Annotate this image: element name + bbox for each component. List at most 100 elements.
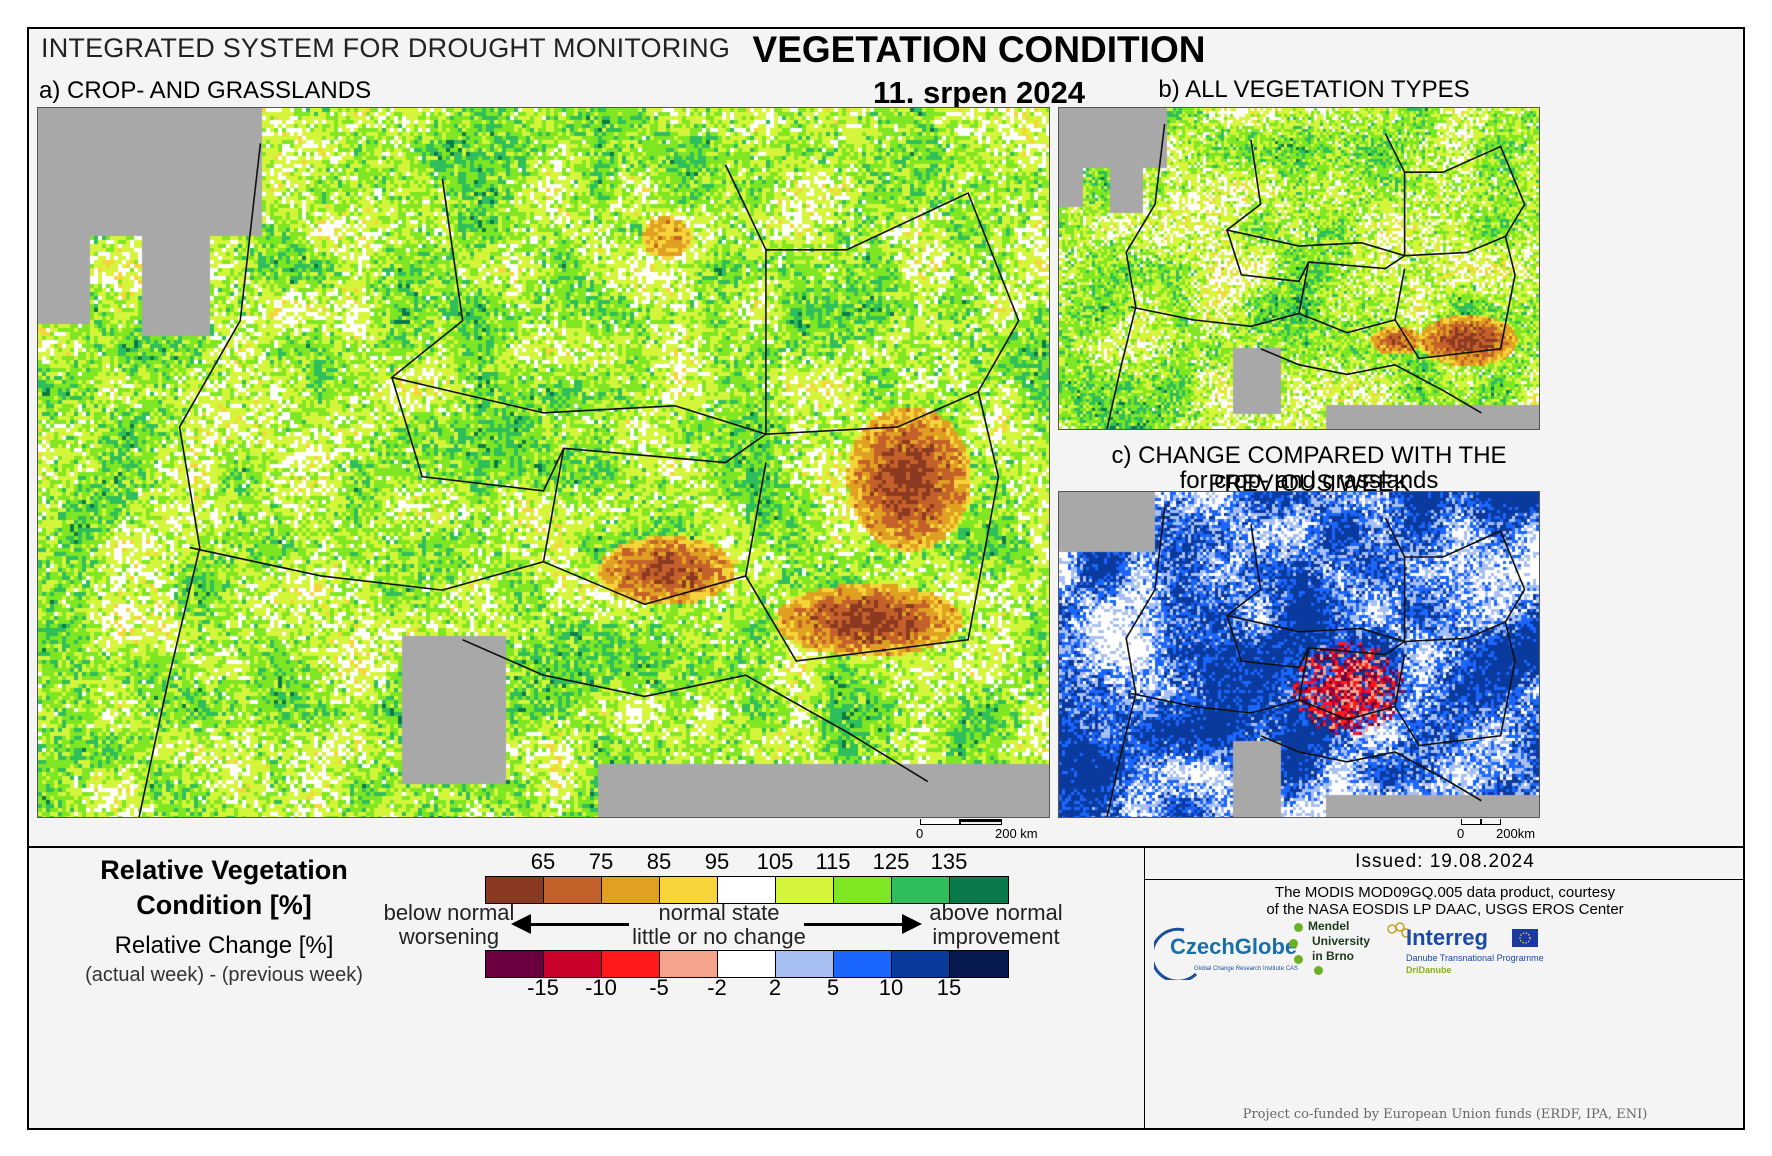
legend-divider [29, 846, 1743, 848]
scale-main-end: 200 km [995, 826, 1038, 841]
left-arrow-icon [511, 914, 629, 934]
rc-swatch [718, 951, 776, 977]
country-border [1394, 620, 1516, 747]
below-normal-text: below normal [383, 900, 515, 925]
rc-swatch [950, 951, 1008, 977]
country-border [1226, 229, 1406, 283]
rc-subtitle: (actual week) - (previous week) [85, 964, 363, 986]
above-normal-text: above normal [929, 900, 1063, 925]
scale-bar-small: 0 200km [1457, 819, 1541, 841]
country-border [1260, 735, 1482, 802]
rc-swatch [776, 951, 834, 977]
rvc-tick: 135 [930, 849, 968, 874]
country-border [138, 143, 262, 817]
country-border [390, 164, 767, 436]
improvement-text: improvement [932, 924, 1060, 949]
rc-swatch [602, 951, 660, 977]
panel-a-label: a) CROP- AND GRASSLANDS [39, 77, 372, 104]
map-c-raster [1059, 492, 1539, 817]
rvc-tick: 65 [530, 849, 556, 874]
interreg-logo: Interreg Danube Transnational Programme … [1384, 919, 1544, 981]
map-weekly-change [1058, 491, 1540, 818]
country-border [462, 639, 929, 783]
rc-tick: -10 [585, 975, 617, 1000]
rc-tick: 5 [826, 975, 840, 1000]
date-title: 11. srpen 2024 [873, 75, 1085, 110]
map-b-borders [1106, 123, 1526, 429]
country-border [1106, 123, 1166, 429]
country-border [1404, 145, 1526, 237]
rvc-tick: 105 [756, 849, 794, 874]
system-title: INTEGRATED SYSTEM FOR DROUGHT MONITORING [41, 33, 731, 63]
funding-note: Project co-funded by European Union fund… [1242, 1107, 1648, 1122]
panel-c-sublabel: for crop- and grasslands [1179, 467, 1439, 494]
country-border [189, 546, 544, 591]
rvc-swatch [544, 877, 602, 903]
country-border [1226, 615, 1406, 669]
rvc-tick: 115 [815, 849, 851, 874]
panel-b-label: b) ALL VEGETATION TYPES [1158, 76, 1470, 103]
scale-small-zero: 0 [1457, 826, 1465, 841]
map-crop-grasslands [37, 107, 1050, 818]
rc-title: Relative Change [%] [114, 932, 334, 959]
rvc-swatch [718, 877, 776, 903]
rc-swatch [660, 951, 718, 977]
rvc-tick: 125 [872, 849, 910, 874]
rvc-colorbar [485, 876, 1009, 904]
mendel-logo: Mendel University in Brno [1289, 919, 1384, 979]
scale-small-end: 200km [1496, 826, 1536, 841]
rvc-title-line1: Relative Vegetation [100, 855, 348, 885]
rvc-swatch [950, 877, 1008, 903]
map-all-vegetation [1058, 107, 1540, 430]
rvc-swatch [602, 877, 660, 903]
rvc-swatch [834, 877, 892, 903]
rvc-swatch [486, 877, 544, 903]
issued-divider [1145, 879, 1745, 880]
rc-tick: 10 [878, 975, 904, 1000]
rc-swatch [834, 951, 892, 977]
rvc-swatch [892, 877, 950, 903]
normal-state-label: normal state little or no change [629, 901, 809, 949]
footer-divider [1144, 848, 1145, 1130]
scale-bar-main: 0 200 km [916, 819, 1050, 841]
country-border [745, 390, 1000, 662]
rc-tick: 2 [768, 975, 782, 1000]
map-b-raster [1059, 108, 1539, 429]
eu-flag-icon [1512, 929, 1538, 947]
map-a-raster [38, 108, 1049, 817]
country-border [1225, 517, 1406, 643]
country-border [1404, 529, 1526, 623]
czechglobe-logo: CzechGlobe Global Change Research Instit… [1154, 922, 1304, 980]
rvc-swatch [660, 877, 718, 903]
country-border [1298, 647, 1406, 721]
right-arrow-icon [804, 914, 922, 934]
rvc-swatch [776, 877, 834, 903]
credit-line1: The MODIS MOD09GQ.005 data product, cour… [1274, 884, 1616, 901]
above-normal-label: above normal improvement [926, 901, 1066, 949]
little-change-text: little or no change [632, 924, 806, 949]
main-title: VEGETATION CONDITION [752, 29, 1206, 70]
rvc-tick: 85 [646, 849, 672, 874]
country-border [765, 191, 1020, 392]
rvc-tick: 95 [704, 849, 730, 874]
rc-tick: -15 [527, 975, 559, 1000]
country-border [1298, 261, 1406, 334]
worsening-text: worsening [398, 924, 500, 949]
map-a-borders [138, 143, 1020, 817]
map-c-borders [1106, 508, 1526, 817]
issued-date: Issued: 19.08.2024 [1355, 851, 1535, 872]
country-border [1130, 306, 1300, 328]
country-border [1225, 133, 1406, 257]
country-border [1130, 692, 1300, 714]
country-border [1106, 508, 1166, 817]
below-normal-label: below normal worsening [379, 901, 519, 949]
country-border [1394, 235, 1516, 360]
rc-colorbar [485, 950, 1009, 978]
rc-tick: -2 [707, 975, 727, 1000]
rc-tick: -5 [649, 975, 669, 1000]
figure-frame: INTEGRATED SYSTEM FOR DROUGHT MONITORING… [27, 27, 1745, 1130]
normal-state-text: normal state [658, 900, 780, 925]
rvc-tick: 75 [588, 849, 614, 874]
scale-main-zero: 0 [916, 826, 924, 841]
country-border [542, 448, 767, 606]
